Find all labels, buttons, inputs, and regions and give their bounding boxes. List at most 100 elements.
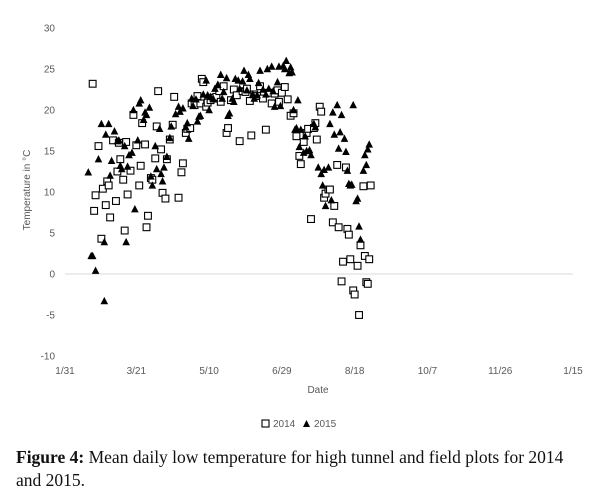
data-point-2014	[104, 181, 113, 190]
y-axis-title: Temperature in °C	[22, 150, 33, 231]
x-tick-label: 3/21	[127, 366, 147, 377]
data-point-2015	[326, 119, 334, 128]
data-point-2015	[361, 150, 369, 159]
data-point-2014	[359, 182, 368, 191]
data-point-2015	[301, 132, 309, 140]
legend-triangle-marker	[303, 420, 310, 427]
x-tick-label: 5/10	[199, 366, 219, 377]
data-point-2014	[299, 138, 308, 146]
data-point-2015	[356, 235, 365, 243]
x-tick-label: 6/29	[272, 366, 292, 377]
data-point-2015	[133, 136, 142, 144]
data-point-2014	[144, 211, 152, 220]
data-point-2015	[193, 117, 202, 125]
data-point-2015	[187, 94, 196, 102]
data-point-2015	[311, 123, 320, 131]
data-point-2014	[328, 218, 337, 227]
data-point-2014	[120, 226, 129, 235]
data-point-2015	[329, 108, 337, 116]
series-2015	[84, 56, 374, 305]
data-point-2015	[158, 177, 167, 185]
data-point-2015	[128, 148, 136, 156]
data-point-2015	[353, 194, 362, 202]
data-point-2014	[177, 168, 186, 177]
data-point-2014	[97, 234, 106, 243]
data-point-2015	[240, 66, 248, 74]
data-point-2015	[321, 201, 330, 210]
data-point-2014	[283, 95, 292, 104]
data-point-2015	[330, 130, 339, 138]
data-point-2014	[94, 142, 103, 151]
data-point-2014	[292, 132, 301, 141]
data-point-2014	[111, 197, 120, 205]
data-point-2015	[166, 133, 174, 142]
data-point-2014	[126, 166, 135, 175]
data-point-2014	[334, 223, 343, 232]
legend-item-2015: 2015	[303, 419, 337, 430]
data-point-2014	[106, 213, 115, 222]
data-point-2015	[184, 134, 193, 142]
data-point-2015	[122, 237, 130, 246]
data-point-2015	[256, 66, 264, 74]
data-point-2015	[230, 97, 238, 105]
caption-text: Mean daily low temperature for high tunn…	[16, 447, 564, 490]
data-point-2015	[267, 62, 276, 70]
data-point-2015	[104, 119, 113, 128]
data-point-2015	[362, 160, 371, 169]
data-point-2015	[216, 70, 225, 78]
data-point-2015	[167, 122, 176, 130]
figure-caption: Figure 4: Mean daily low temperature for…	[16, 446, 588, 492]
data-point-2015	[145, 103, 154, 111]
data-point-2015	[305, 145, 314, 154]
legend-label-2015: 2015	[314, 419, 337, 430]
data-point-2014	[363, 279, 372, 288]
data-point-2015	[340, 134, 349, 142]
legend-item-2014: 2014	[261, 419, 296, 430]
data-point-2015	[238, 77, 247, 85]
data-point-2014	[157, 145, 166, 154]
data-point-2015	[97, 119, 106, 128]
data-point-2015	[136, 95, 145, 104]
data-point-2014	[337, 277, 346, 286]
data-point-2015	[106, 171, 114, 179]
data-point-2015	[320, 165, 328, 174]
data-point-2015	[359, 166, 368, 174]
data-point-2015	[117, 164, 126, 173]
data-point-2015	[100, 296, 109, 305]
data-point-2015	[324, 163, 333, 171]
data-point-2014	[142, 223, 151, 232]
x-tick-label: 10/7	[418, 366, 438, 377]
data-point-2015	[334, 144, 343, 152]
data-point-2015	[363, 145, 372, 153]
data-point-2015	[91, 266, 100, 274]
data-point-2015	[262, 90, 270, 98]
data-point-2015	[196, 111, 205, 119]
data-point-2015	[349, 100, 358, 109]
data-point-2014	[88, 79, 97, 88]
data-point-2015	[199, 90, 208, 98]
data-point-2014	[355, 311, 363, 319]
legend-square-marker	[261, 419, 270, 428]
data-point-2015	[192, 95, 200, 103]
data-point-2014	[151, 154, 160, 163]
data-point-2014	[307, 215, 315, 224]
data-point-2015	[264, 84, 273, 92]
chart-background	[0, 0, 597, 440]
y-tick-label: 5	[49, 229, 55, 240]
data-point-2014	[141, 140, 150, 149]
data-point-2015	[182, 123, 190, 131]
data-point-2015	[259, 85, 267, 93]
data-point-2015	[327, 196, 336, 204]
data-point-2014	[296, 160, 305, 169]
data-point-2015	[219, 87, 228, 96]
legend-label-2014: 2014	[273, 419, 296, 430]
data-point-2015	[160, 163, 168, 171]
x-tick-label: 1/31	[55, 366, 75, 377]
data-point-2015	[270, 102, 279, 110]
data-point-2014	[154, 87, 163, 96]
data-point-2015	[157, 169, 165, 178]
data-point-2015	[183, 118, 192, 127]
data-point-2015	[218, 94, 227, 102]
data-point-2015	[94, 155, 103, 163]
data-point-2014	[178, 159, 187, 168]
